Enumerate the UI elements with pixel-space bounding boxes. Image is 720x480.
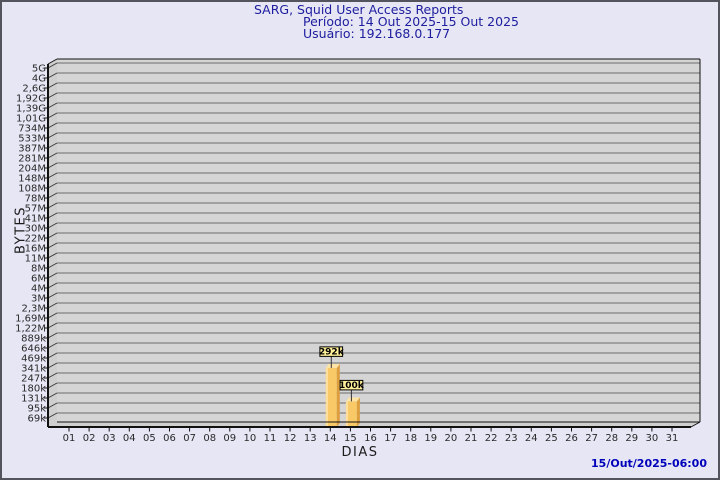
y-tick-label: 108M	[18, 184, 46, 195]
y-tick-label: 16M	[25, 244, 46, 255]
y-tick-label: 646k	[21, 344, 46, 355]
y-tick-label: 281M	[18, 154, 46, 165]
y-tick-label: 3M	[31, 294, 46, 305]
y-axis: 5G4G2,6G1,92G1,39G1,01G734M533M387M281M2…	[15, 62, 700, 425]
x-tick-label: 02	[83, 433, 96, 444]
y-tick-label: 5G	[32, 64, 46, 75]
x-tick-label: 06	[163, 433, 176, 444]
plot-walls	[48, 59, 700, 427]
y-tick-label: 1,39G	[16, 104, 46, 115]
x-tick-label: 03	[103, 433, 116, 444]
x-tick-label: 16	[364, 433, 377, 444]
x-tick-label: 31	[666, 433, 679, 444]
x-tick-label: 18	[404, 433, 417, 444]
x-tick-label: 07	[183, 433, 196, 444]
y-tick-label: 1,69M	[15, 314, 46, 325]
bar-value-note-15: 100k	[339, 379, 365, 402]
bar-day-15	[345, 397, 360, 427]
x-tick-label: 09	[223, 433, 236, 444]
x-tick-label: 11	[264, 433, 277, 444]
bar-value-label: 292k	[319, 348, 345, 358]
x-tick-label: 21	[465, 433, 478, 444]
y-tick-label: 11M	[25, 254, 46, 265]
report-user: Usuário: 192.168.0.177	[303, 26, 451, 41]
y-tick-label: 341k	[21, 364, 46, 375]
y-tick-label: 95k	[27, 404, 46, 415]
y-tick-label: 247k	[21, 374, 46, 385]
y-tick-label: 131k	[21, 394, 46, 405]
x-tick-label: 27	[585, 433, 598, 444]
x-tick-label: 20	[445, 433, 458, 444]
bar-value-note-14: 292k	[319, 346, 345, 368]
bar-day-14	[325, 363, 340, 427]
x-tick-label: 29	[625, 433, 638, 444]
y-tick-label: 4G	[32, 74, 46, 85]
y-tick-label: 469k	[21, 354, 46, 365]
y-tick-label: 387M	[18, 144, 46, 155]
y-tick-label: 57M	[25, 204, 46, 215]
y-tick-label: 180k	[21, 384, 46, 395]
x-tick-label: 10	[244, 433, 257, 444]
x-tick-label: 17	[384, 433, 397, 444]
y-tick-label: 734M	[18, 124, 46, 135]
x-tick-label: 22	[485, 433, 498, 444]
x-tick-label: 04	[123, 433, 136, 444]
y-tick-label: 204M	[18, 164, 46, 175]
x-axis: 01 02 03 04 05 06 07 08 09 10 11 12 13 14 15 16 17 18 19 20…	[63, 427, 679, 444]
y-tick-label: 6M	[31, 274, 46, 285]
generation-timestamp: 15/Out/2025-06:00	[591, 457, 707, 470]
x-tick-label: 15	[344, 433, 357, 444]
y-tick-label: 2,3M	[21, 304, 46, 315]
x-tick-label: 12	[284, 433, 297, 444]
y-tick-label: 78M	[25, 194, 46, 205]
plot-frame-edges	[47, 58, 701, 428]
x-tick-label: 13	[304, 433, 317, 444]
y-tick-label: 533M	[18, 134, 46, 145]
x-tick-label: 08	[203, 433, 216, 444]
x-tick-label: 26	[565, 433, 578, 444]
y-tick-label: 41M	[25, 214, 46, 225]
y-tick-label: 30M	[25, 224, 46, 235]
report-period: Período: 14 Out 2025-15 Out 2025	[303, 14, 519, 29]
x-tick-label: 19	[424, 433, 437, 444]
x-tick-label: 24	[525, 433, 538, 444]
y-tick-label: 2,6G	[22, 84, 46, 95]
y-axis-title: BYTES	[13, 205, 29, 255]
y-tick-label: 148M	[18, 174, 46, 185]
x-tick-label: 23	[505, 433, 518, 444]
x-axis-title: DIAS	[341, 445, 379, 460]
bar-value-label: 100k	[339, 381, 365, 391]
y-tick-label: 4M	[31, 284, 46, 295]
x-tick-label: 28	[605, 433, 618, 444]
x-tick-label: 01	[63, 433, 76, 444]
y-tick-label: 889k	[21, 334, 46, 345]
y-tick-label: 22M	[25, 234, 46, 245]
y-tick-label: 69k	[27, 414, 46, 425]
y-tick-label: 1,01G	[16, 114, 46, 125]
y-tick-label: 8M	[31, 264, 46, 275]
report-title: SARG, Squid User Access Reports	[254, 2, 464, 17]
x-tick-label: 14	[324, 433, 337, 444]
x-tick-label: 30	[646, 433, 659, 444]
y-tick-label: 1,22M	[15, 324, 46, 335]
x-tick-label: 05	[143, 433, 156, 444]
x-tick-label: 25	[545, 433, 558, 444]
y-tick-label: 1,92G	[16, 94, 46, 105]
